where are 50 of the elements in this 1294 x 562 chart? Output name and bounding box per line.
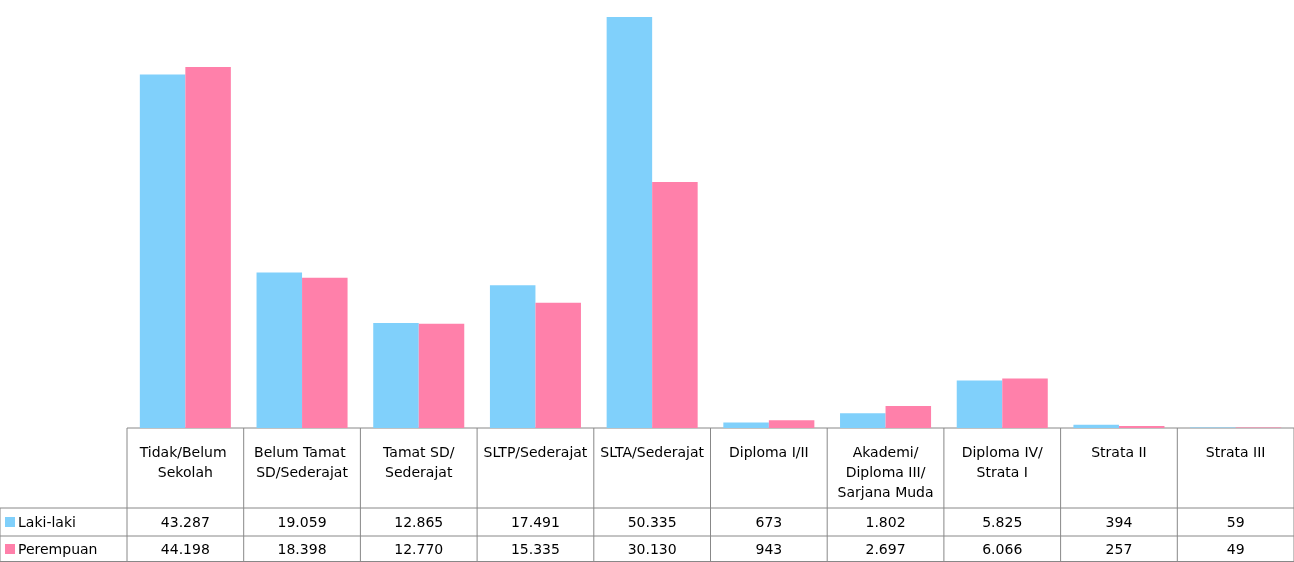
x-tick-label: Diploma IV/Strata I xyxy=(961,444,1044,480)
bar xyxy=(885,405,932,428)
data-label: 394 xyxy=(1105,514,1133,530)
data-label: 43.287 xyxy=(160,514,210,530)
data-label: 17.491 xyxy=(510,514,560,530)
bar xyxy=(373,322,419,428)
data-label: 18.398 xyxy=(277,541,327,557)
bar xyxy=(723,422,769,428)
x-tick-label: SLTP/Sederajat xyxy=(483,444,588,460)
data-label: 943 xyxy=(755,541,783,557)
bar xyxy=(256,272,303,428)
bar xyxy=(840,413,886,428)
data-label: 5.825 xyxy=(982,514,1023,530)
x-tick-label: Strata II xyxy=(1091,444,1147,460)
bar xyxy=(535,302,581,428)
x-tick-label: Tamat SD/Sederajat xyxy=(382,444,455,480)
bar xyxy=(489,285,536,428)
bar xyxy=(418,323,465,428)
data-label: 257 xyxy=(1105,541,1133,557)
data-label: 12.770 xyxy=(394,541,444,557)
x-tick-label: SLTA/Sederajat xyxy=(600,444,705,460)
x-tick-label: Akademi/Diploma III/Sarjana Muda xyxy=(837,444,934,500)
data-label: 44.198 xyxy=(160,541,210,557)
data-label: 30.130 xyxy=(627,541,677,557)
bar xyxy=(956,380,1003,428)
data-label: 6.066 xyxy=(982,541,1023,557)
x-tick-label: Tidak/Belum Sekolah xyxy=(138,444,232,480)
data-label: 49 xyxy=(1226,541,1245,557)
bar xyxy=(768,420,815,428)
bar xyxy=(606,17,653,428)
bar xyxy=(302,277,348,428)
data-label: 1.802 xyxy=(865,514,906,530)
bar xyxy=(1073,424,1119,428)
legend-label: Laki-laki xyxy=(18,514,76,530)
bar xyxy=(1002,378,1048,428)
data-label: 50.335 xyxy=(627,514,677,530)
x-tick-label: Strata III xyxy=(1205,444,1266,460)
bar xyxy=(1118,425,1165,428)
data-label: 15.335 xyxy=(510,541,560,557)
data-label: 19.059 xyxy=(277,514,327,530)
data-label: 2.697 xyxy=(865,541,906,557)
x-tick-label: Diploma I/II xyxy=(728,444,809,460)
legend-label: Perempuan xyxy=(18,541,98,557)
data-label: 59 xyxy=(1226,514,1245,530)
x-tick-label: Belum Tamat SD/Sederajat xyxy=(254,444,351,480)
bar xyxy=(652,181,698,428)
bar xyxy=(139,74,186,428)
bar xyxy=(185,67,231,428)
data-label: 673 xyxy=(755,514,783,530)
data-label: 12.865 xyxy=(394,514,444,530)
